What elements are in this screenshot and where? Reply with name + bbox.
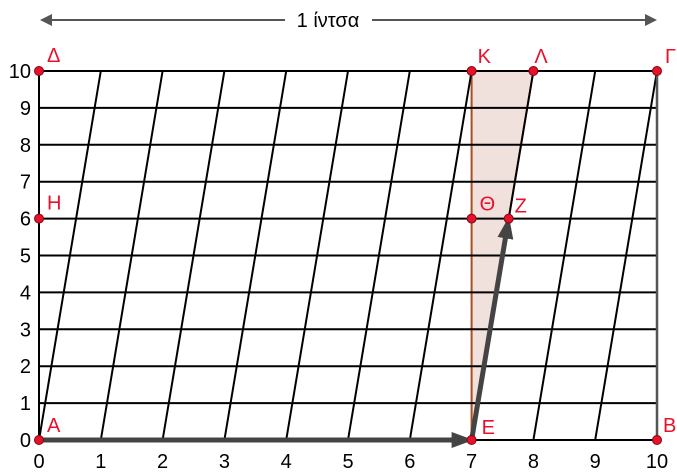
point-th: [466, 213, 477, 224]
y-tick-label: 5: [20, 246, 31, 268]
slanted-grid-line: [161, 70, 226, 441]
point-b: [652, 435, 662, 445]
point-d: [34, 66, 44, 76]
x-tick-label: 2: [157, 451, 168, 471]
y-tick-label: 6: [20, 209, 31, 231]
x-tick-label: 8: [528, 451, 539, 471]
slanted-grid-line: [594, 70, 658, 441]
y-tick-label: 1: [20, 393, 31, 415]
point-label-a: Α: [47, 415, 61, 437]
x-tick-label: 9: [590, 451, 601, 471]
vector-e-z: [469, 216, 514, 441]
y-tick-label: 4: [20, 282, 31, 304]
point-a: [34, 435, 44, 445]
slanted-grid-line: [99, 70, 164, 441]
y-tick-label: 0: [20, 430, 31, 452]
y-tick-label: 9: [20, 98, 31, 120]
point-k: [466, 66, 477, 76]
width-dimension: 1 ίντσα: [40, 10, 657, 32]
x-tick-label: 1: [95, 451, 106, 471]
x-tick-label: 6: [404, 451, 415, 471]
y-tick-label: 2: [20, 356, 31, 378]
slanted-grid-line: [532, 70, 597, 441]
x-tick-label: 7: [466, 451, 477, 471]
slanted-grid-line: [38, 70, 102, 441]
point-label-g: Γ: [665, 46, 676, 68]
x-tick-label: 4: [281, 451, 292, 471]
point-l: [528, 66, 539, 76]
point-label-th: Θ: [480, 194, 496, 216]
slanted-grid-line: [223, 70, 288, 441]
slanted-grid-line: [408, 70, 473, 441]
y-tick-label: 7: [20, 172, 31, 194]
point-label-k: Κ: [478, 46, 492, 68]
point-label-h: Η: [47, 193, 61, 215]
y-tick-label: 3: [20, 319, 31, 341]
y-tick-label: 10: [9, 61, 31, 83]
point-label-e: Ε: [482, 417, 495, 439]
y-tick-label: 8: [20, 135, 31, 157]
point-e: [466, 435, 477, 445]
point-label-z: Ζ: [515, 196, 527, 218]
point-label-l: Λ: [534, 46, 548, 68]
width-label: 1 ίντσα: [297, 10, 360, 32]
points-layer: Α Β Γ Δ Ε Ζ Η Θ Κ Λ: [34, 45, 676, 445]
point-h: [34, 213, 44, 224]
slanted-grid-line: [285, 70, 349, 441]
vector-layer: [39, 216, 514, 448]
axis-ticks: 0 1 2 3 4 5 6 7 8 9 10 0 1 2 3 4 5 6 7 8 9 10: [9, 61, 668, 473]
point-label-d: Δ: [47, 45, 60, 67]
point-label-b: Β: [663, 415, 676, 437]
grid-lines: [38, 70, 659, 441]
x-tick-label: 0: [33, 451, 44, 471]
x-tick-label: 5: [342, 451, 353, 471]
x-tick-label: 3: [219, 451, 230, 471]
slanted-grid-line: [347, 70, 411, 441]
point-z: [503, 213, 514, 224]
x-tick-label: 10: [646, 451, 668, 471]
point-g: [652, 66, 662, 76]
